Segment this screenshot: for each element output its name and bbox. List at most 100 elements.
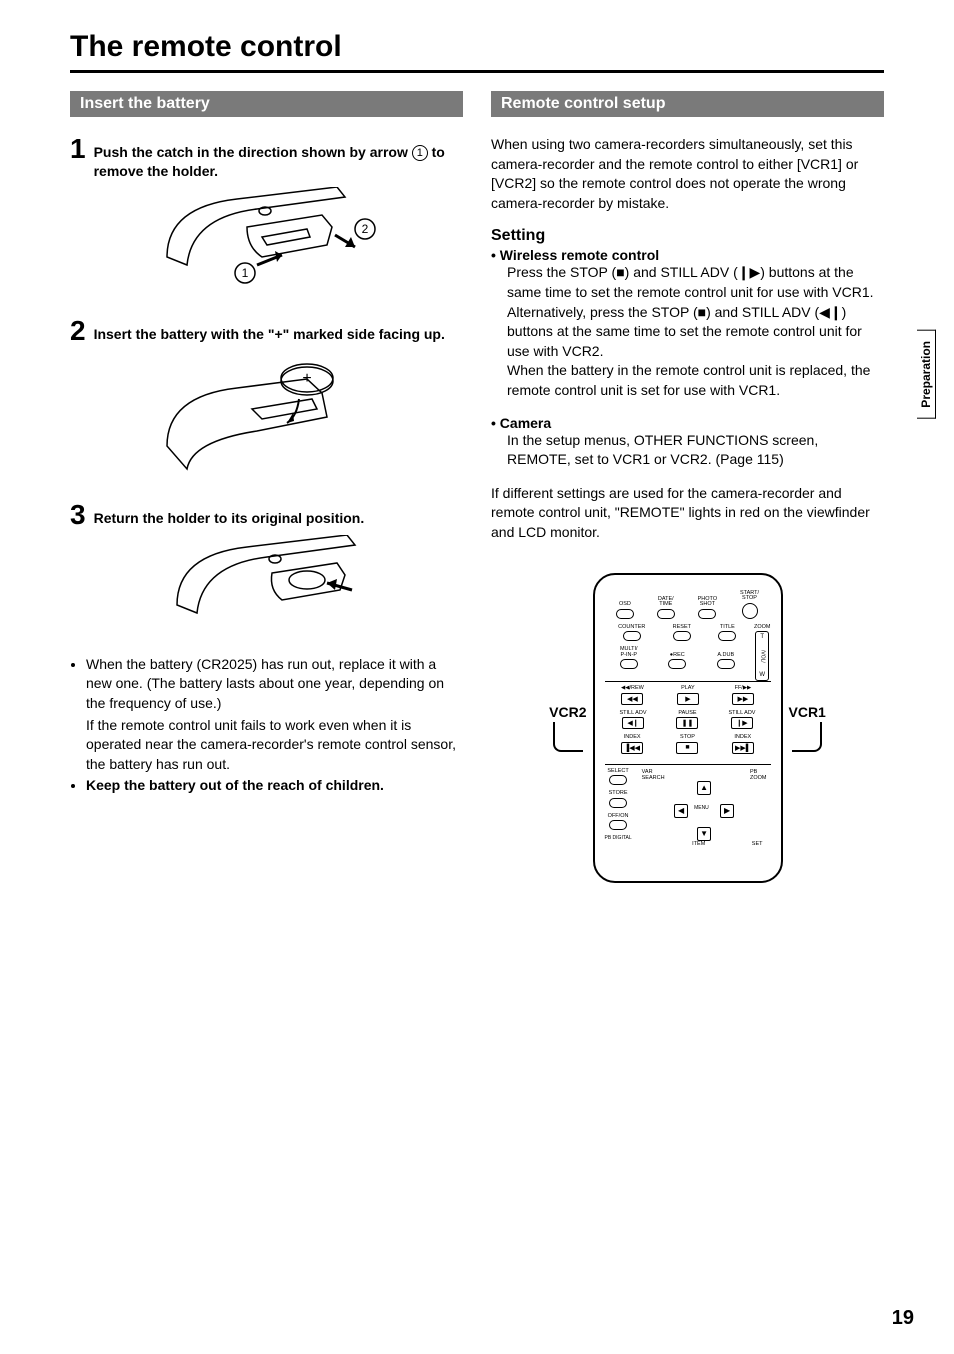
left-column: Insert the battery 1 Push the catch in t… (70, 91, 463, 883)
note-1b: If the remote control unit fails to work… (86, 716, 463, 775)
svg-text:+: + (302, 370, 311, 387)
photo-button (698, 609, 716, 619)
wireless-heading: • Wireless remote control (491, 247, 884, 263)
dpad-right: ▶ (720, 804, 734, 818)
section-tab: Preparation (917, 330, 936, 419)
note-1: When the battery (CR2025) has run out, r… (86, 655, 463, 714)
store-label: STORE (609, 791, 628, 797)
step-2: 2 Insert the battery with the "+" marked… (70, 317, 463, 345)
index-l-label: INDEX (624, 735, 641, 741)
select-label: SELECT (607, 769, 628, 775)
rew-label: ◀◀/REW (621, 686, 644, 692)
index-l-button: ▐◀◀ (621, 742, 643, 754)
remote-figure: VCR2 OSD DATE/ TIME PHOTO SHOT START/ ST… (491, 573, 884, 883)
offon-button (609, 820, 627, 830)
start-button (742, 603, 758, 619)
wireless-body-1: Press the STOP (■) and STILL ADV (❙▶) bu… (507, 263, 884, 302)
set-label: SET (752, 841, 763, 847)
remote-body: OSD DATE/ TIME PHOTO SHOT START/ STOP CO… (593, 573, 783, 883)
step-1-number: 1 (70, 135, 86, 163)
camera-heading: • Camera (491, 415, 884, 431)
index-r-button: ▶▶▌ (732, 742, 754, 754)
rew-button: ◀◀ (621, 693, 643, 705)
battery-notes: When the battery (CR2025) has run out, r… (70, 655, 463, 796)
date-button (657, 609, 675, 619)
illustration-2: + (70, 351, 463, 481)
pbzoom-label: PB ZOOM (750, 769, 767, 781)
ff-button: ▶▶ (732, 693, 754, 705)
step-3: 3 Return the holder to its original posi… (70, 501, 463, 529)
ff-label: FF/▶▶ (735, 686, 752, 692)
title-button (718, 631, 736, 641)
play-button: ▶ (677, 693, 699, 705)
step-1-text-a: Push the catch in the direction shown by… (94, 144, 412, 160)
dpad-left: ◀ (674, 804, 688, 818)
illus1-circ2: 2 (361, 222, 368, 236)
vcr2-side: VCR2 (549, 704, 586, 752)
step-3-number: 3 (70, 501, 86, 529)
osd-label: OSD (619, 602, 631, 608)
adub-button (717, 659, 735, 669)
illus1-circ1: 1 (241, 266, 248, 280)
zoom-label: ZOOM (754, 625, 771, 631)
stilladv-r-button: ❙▶ (731, 717, 753, 729)
zoom-rocker: T /VOL/ W (755, 631, 769, 681)
title-label: TITLE (720, 625, 735, 631)
wireless-body-3: When the battery in the remote control u… (507, 361, 884, 400)
store-button (609, 798, 627, 808)
insert-battery-header: Insert the battery (70, 91, 463, 117)
rec-button (668, 659, 686, 669)
camera-body: In the setup menus, OTHER FUNCTIONS scre… (507, 431, 884, 470)
counter-button (623, 631, 641, 641)
stop-label: STOP (680, 735, 695, 741)
item-label: ITEM (692, 841, 705, 847)
step-3-text: Return the holder to its original positi… (94, 501, 365, 528)
date-label: DATE/ TIME (658, 597, 674, 608)
photo-label: PHOTO SHOT (698, 597, 717, 608)
play-label: PLAY (681, 686, 695, 692)
reset-button (673, 631, 691, 641)
stilladv-l-label: STILL ADV (619, 711, 646, 717)
note-2: Keep the battery out of the reach of chi… (86, 776, 463, 796)
dpad-up: ▲ (697, 781, 711, 795)
start-label: START/ STOP (740, 591, 759, 602)
setting-heading: Setting (491, 227, 884, 245)
step-1: 1 Push the catch in the direction shown … (70, 135, 463, 181)
stilladv-l-button: ◀❙ (622, 717, 644, 729)
setup-intro: When using two camera-recorders simultan… (491, 135, 884, 213)
page-number: 19 (892, 1307, 914, 1330)
remote-setup-header: Remote control setup (491, 91, 884, 117)
pause-label: PAUSE (678, 711, 696, 717)
dpad: ▲ ▼ ◀ ▶ MENU (674, 781, 734, 841)
zoom-t: T (760, 634, 764, 640)
zoom-vol: /VOL/ (759, 650, 765, 663)
multi-button (620, 659, 638, 669)
dpad-down: ▼ (697, 827, 711, 841)
illustration-1: 1 2 (70, 187, 463, 297)
step-2-text: Insert the battery with the "+" marked s… (94, 317, 445, 344)
vcr2-label: VCR2 (549, 704, 586, 720)
menu-label: MENU (694, 805, 709, 811)
offon-label: OFF/ON (608, 814, 629, 820)
vcr1-label: VCR1 (789, 704, 826, 720)
reset-label: RESET (673, 625, 691, 631)
select-button (609, 775, 627, 785)
stilladv-r-label: STILL ADV (728, 711, 755, 717)
wireless-body-2: Alternatively, press the STOP (■) and ST… (507, 303, 884, 362)
zoom-w: W (759, 672, 765, 678)
bracket-right-icon (792, 722, 822, 752)
vcr1-side: VCR1 (789, 704, 826, 752)
illustration-3 (70, 535, 463, 635)
step-1-text: Push the catch in the direction shown by… (94, 135, 463, 181)
adub-label: A.DUB (717, 653, 734, 659)
step-1-circled: 1 (412, 145, 428, 161)
rec-label: ●REC (670, 653, 685, 659)
content-columns: Insert the battery 1 Push the catch in t… (70, 91, 884, 883)
transport-group: ◀◀/REW◀◀ PLAY▶ FF/▶▶▶▶ STILL ADV◀❙ PAUSE… (605, 681, 771, 765)
osd-button (616, 609, 634, 619)
stop-button: ■ (676, 742, 698, 754)
diff-settings-note: If different settings are used for the c… (491, 484, 884, 543)
step-2-number: 2 (70, 317, 86, 345)
pause-button: ❚❚ (676, 717, 698, 729)
pbdigital-label: PB DIGITAL (605, 836, 632, 841)
